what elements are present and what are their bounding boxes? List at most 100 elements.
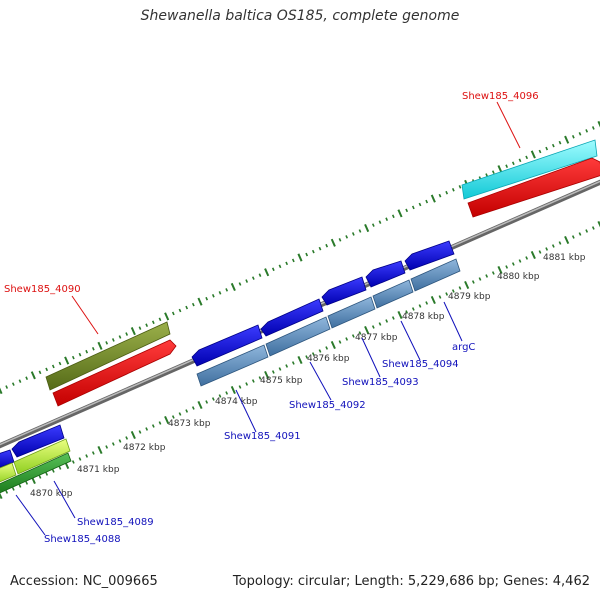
label-shew185-4096[interactable]: Shew185_4096	[462, 91, 539, 102]
cds-shew185-4093-arrow[interactable]	[321, 276, 367, 306]
scale-label: 4879 kbp	[448, 292, 491, 302]
scale-label: 4880 kbp	[497, 272, 540, 282]
upper-scale-tick	[11, 382, 15, 386]
lower-scale-tick	[91, 451, 95, 455]
upper-scale-tick	[525, 155, 529, 160]
upper-scale-tick	[197, 297, 203, 306]
gene-shew185-4088-block[interactable]	[0, 462, 17, 484]
upper-scale-tick	[291, 258, 295, 263]
lower-scale-tick	[197, 400, 203, 410]
gene-shew185-4094-block[interactable]	[372, 279, 414, 309]
cds-shew185-4089-arrow[interactable]	[11, 424, 65, 458]
cds-shew185-4091-arrow[interactable]	[191, 324, 263, 367]
label-argc[interactable]: argC	[452, 342, 475, 353]
gene-cluster-green-block[interactable]	[0, 452, 72, 495]
lower-scale-tick	[5, 490, 9, 494]
lower-scale-tick	[0, 492, 3, 500]
lower-scale-tick	[318, 349, 322, 353]
cds-shew185-4096-arrow[interactable]	[467, 157, 600, 218]
lower-scale-tick	[251, 379, 255, 383]
scale-label: 4878 kbp	[402, 312, 445, 322]
lower-scale-tick	[378, 322, 382, 326]
label-shew185-4091[interactable]: Shew185_4091	[224, 431, 301, 442]
upper-scale-tick	[138, 326, 142, 330]
upper-scale-tick	[171, 311, 175, 316]
upper-scale-tick	[71, 355, 75, 360]
upper-scale-tick	[571, 134, 575, 139]
upper-scale-tick	[164, 312, 170, 321]
label-shew185-4093[interactable]: Shew185_4093	[342, 377, 419, 388]
lower-scale-tick	[264, 370, 270, 380]
gene-argc-block[interactable]	[410, 258, 461, 292]
lower-scale-tick	[164, 415, 170, 425]
upper-scale-tick	[345, 235, 349, 239]
upper-scale-tick	[325, 243, 329, 248]
gene-shew185-4093-block[interactable]	[327, 296, 376, 329]
upper-scale-tick	[491, 170, 495, 174]
gene-shew185-4090-block[interactable]	[45, 321, 171, 391]
lower-scale-tick	[258, 376, 262, 380]
lower-scale-tick	[125, 436, 129, 440]
accession-text: Accession: NC_009665	[10, 574, 158, 589]
label-shew185-4089[interactable]: Shew185_4089	[77, 517, 154, 528]
lower-scale-tick	[58, 466, 62, 470]
lower-scale-tick	[418, 304, 422, 308]
cds-argc-arrow[interactable]	[404, 240, 455, 271]
upper-scale-tick	[178, 308, 182, 313]
upper-scale-tick	[91, 346, 95, 351]
scale-label: 4873 kbp	[168, 419, 211, 429]
lower-scale-tick	[345, 337, 349, 341]
upper-scale-tick	[391, 214, 395, 219]
lower-scale-tick	[130, 430, 136, 440]
upper-scale-tick	[351, 232, 355, 236]
label-shew185-4092[interactable]: Shew185_4092	[289, 400, 366, 411]
upper-scale-tick	[578, 132, 582, 136]
gene-shew185-4089-block[interactable]	[13, 438, 71, 475]
lower-scale-tick	[25, 481, 29, 485]
lower-scale-tick	[138, 430, 142, 434]
lower-scale-tick	[578, 232, 582, 236]
lower-scale-tick	[271, 370, 275, 374]
gene-shew185-4091-block[interactable]	[196, 344, 269, 387]
lower-scale-tick	[585, 229, 589, 233]
gene-shew185-4092-block[interactable]	[265, 316, 331, 357]
upper-scale-tick	[418, 202, 422, 207]
upper-scale-tick	[264, 268, 270, 277]
lower-scale-tick	[71, 460, 75, 464]
gene-shew185-4096-block[interactable]	[461, 139, 598, 200]
scale-label: 4876 kbp	[307, 354, 350, 364]
lower-scale-tick	[485, 274, 489, 278]
upper-scale-tick	[5, 385, 9, 389]
lower-scale-tick	[97, 445, 103, 455]
label-shew185-4094[interactable]: Shew185_4094	[382, 359, 459, 370]
lower-scale-tick	[330, 340, 336, 350]
lower-scale-tick	[351, 334, 355, 338]
label-shew185-4090[interactable]: Shew185_4090	[4, 284, 81, 295]
upper-scale-tick	[511, 161, 515, 166]
lower-scale-tick	[597, 220, 600, 228]
cds-shew185-4094-arrow[interactable]	[365, 260, 406, 288]
lower-scale-tick	[411, 307, 415, 311]
upper-scale-tick	[64, 356, 70, 365]
upper-scale-tick	[585, 129, 589, 133]
upper-scale-tick	[405, 208, 409, 213]
label-shew185-4088[interactable]: Shew185_4088	[44, 534, 121, 545]
lower-scale-tick	[497, 265, 503, 275]
lower-scale-tick	[285, 364, 289, 368]
lower-scale-tick	[178, 412, 182, 416]
upper-scale-tick	[451, 187, 455, 192]
upper-scale-tick	[191, 302, 195, 307]
lower-scale-tick	[11, 487, 15, 491]
upper-scale-tick	[438, 193, 442, 198]
upper-scale-tick	[105, 341, 109, 345]
upper-scale-tick	[305, 252, 309, 257]
upper-scale-tick	[311, 249, 315, 254]
lower-scale-tick	[505, 265, 509, 269]
lower-scale-tick	[438, 295, 442, 299]
cds-shew185-4092-arrow[interactable]	[260, 298, 324, 337]
lower-scale-tick	[591, 226, 595, 230]
cds-shew185-4090-arrow[interactable]	[52, 339, 177, 407]
upper-scale-tick	[558, 140, 562, 145]
upper-scale-tick	[545, 146, 549, 151]
